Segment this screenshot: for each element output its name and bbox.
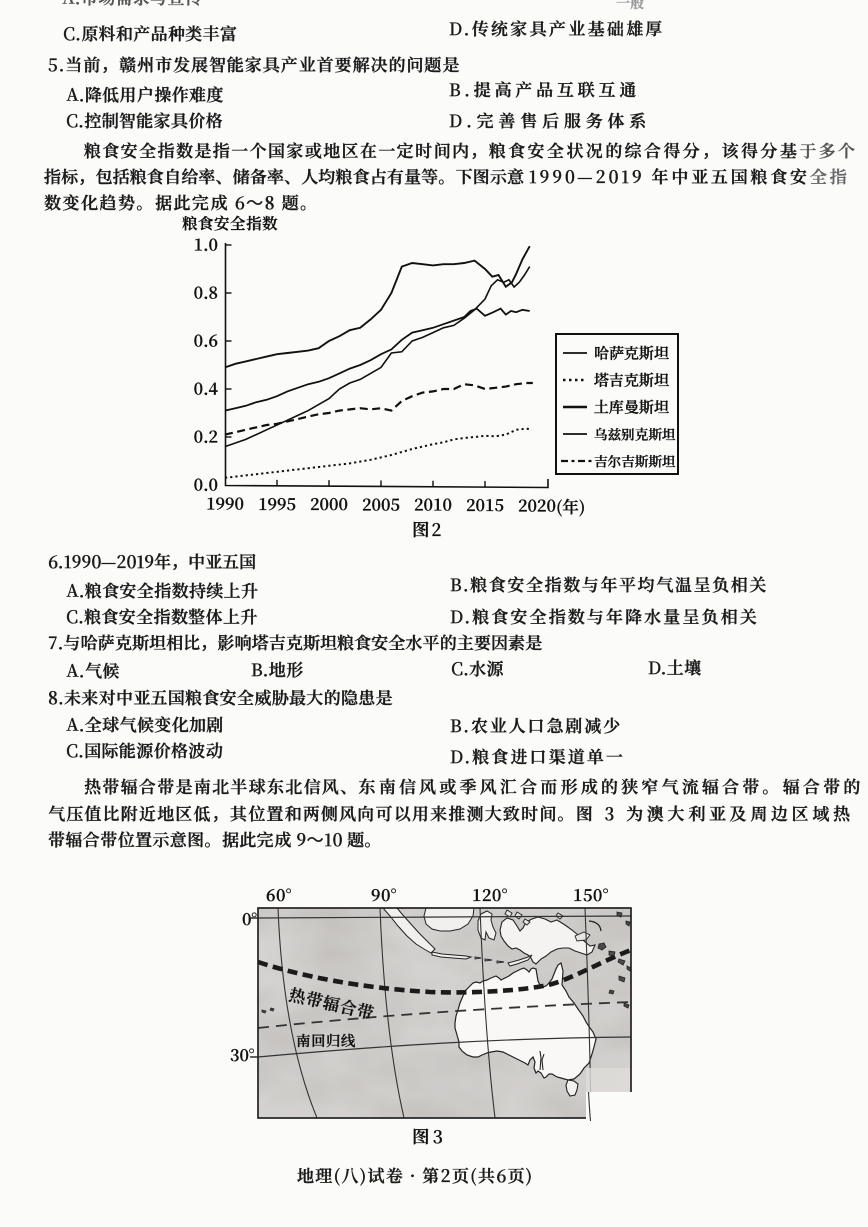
svg-text:0.0: 0.0 [194,472,218,496]
svg-text:90°: 90° [371,882,397,906]
svg-text:2000: 2000 [310,491,348,515]
svg-text:土库曼斯坦: 土库曼斯坦 [594,397,670,418]
svg-text:2010: 2010 [414,492,452,516]
svg-text:0.4: 0.4 [194,376,219,400]
svg-text:1995: 1995 [258,491,296,515]
svg-text:(年): (年) [556,494,585,518]
svg-text:乌兹别克斯坦: 乌兹别克斯坦 [594,424,676,444]
svg-text:南回归线: 南回归线 [296,1030,356,1051]
svg-text:图2: 图2 [412,517,444,542]
svg-text:哈萨克斯坦: 哈萨克斯坦 [594,343,670,364]
svg-text:150°: 150° [573,882,609,906]
svg-text:0.8: 0.8 [194,280,218,304]
svg-text:吉尔吉斯斯坦: 吉尔吉斯斯坦 [594,451,676,471]
svg-text:0.6: 0.6 [194,328,218,352]
svg-text:60°: 60° [266,882,292,906]
svg-text:0.2: 0.2 [194,424,218,448]
svg-text:塔吉克斯坦: 塔吉克斯坦 [594,370,670,391]
svg-text:粮食安全指数: 粮食安全指数 [182,212,278,234]
svg-text:1.0: 1.0 [194,232,218,256]
svg-text:图3: 图3 [412,1124,446,1149]
svg-text:120°: 120° [472,882,508,906]
svg-text:0°: 0° [242,906,257,930]
svg-text:1990: 1990 [206,491,244,515]
svg-text:30°: 30° [230,1042,255,1066]
svg-text:2020: 2020 [518,492,556,516]
svg-text:2005: 2005 [362,491,400,515]
svg-text:2015: 2015 [466,492,504,516]
